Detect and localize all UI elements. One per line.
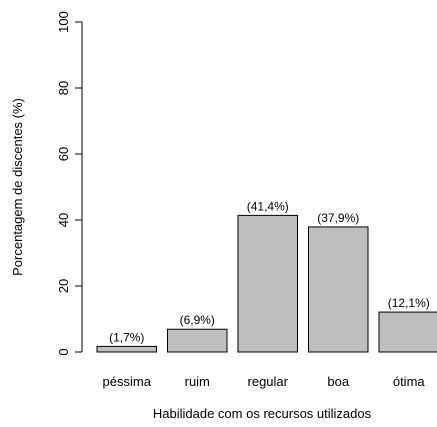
data-label: (1,7%)	[109, 330, 144, 344]
y-axis: 0 20 40 60 80 100	[56, 11, 83, 356]
y-tick-label: 0	[56, 348, 71, 355]
y-tick-label: 80	[56, 81, 71, 95]
x-tick-label: regular	[248, 374, 289, 389]
x-tick-label: ruim	[185, 374, 210, 389]
data-label: (37,9%)	[317, 211, 359, 225]
y-tick-label: 20	[56, 279, 71, 293]
bar-boa	[308, 226, 369, 353]
data-label: (41,4%)	[247, 199, 289, 213]
bar-ruim	[167, 328, 228, 353]
x-tick-label: boa	[327, 374, 349, 389]
x-axis-title: Habilidade com os recursos utilizados	[153, 406, 372, 421]
x-tick-label: ótima	[393, 374, 426, 389]
y-axis-title: Porcentagem de discentes (%)	[10, 98, 25, 276]
y-tick-label: 100	[56, 11, 71, 33]
y-tick-label: 60	[56, 147, 71, 161]
bar-ótima	[378, 311, 437, 353]
x-tick-label: péssima	[103, 374, 152, 389]
x-axis-labels: péssima ruim regular boa ótima	[103, 374, 426, 389]
bar-péssima	[96, 345, 157, 353]
data-label: (12,1%)	[388, 296, 430, 310]
data-labels: (1,7%) (6,9%) (41,4%) (37,9%) (12,1%)	[109, 199, 430, 344]
bar-regular	[237, 214, 298, 353]
y-tick-label: 40	[56, 213, 71, 227]
bars	[96, 214, 437, 353]
data-label: (6,9%)	[180, 313, 215, 327]
